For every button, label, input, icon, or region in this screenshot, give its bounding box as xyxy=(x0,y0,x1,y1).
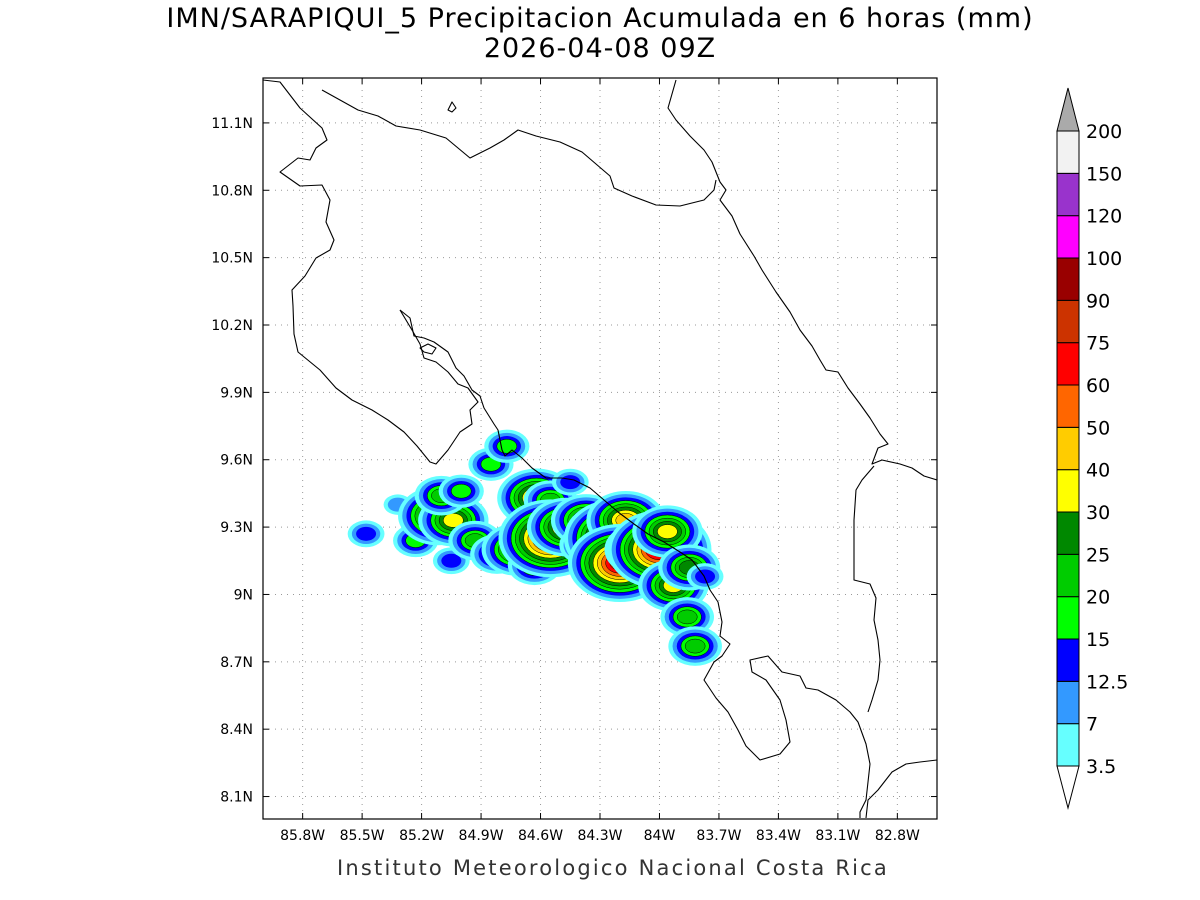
colorbar-label: 20 xyxy=(1086,587,1110,609)
lon-tick-label: 84.3W xyxy=(577,828,622,844)
lat-tick-label: 8.4N xyxy=(220,722,253,738)
colorbar-swatch xyxy=(1056,596,1080,640)
axes: 85.8W 85.5W 85.2W 84.9W 84.6W 84.3W 84W 83.7W 83… xyxy=(211,78,937,844)
pacific-coast-north xyxy=(263,79,479,465)
colorbar-label: 7 xyxy=(1086,714,1098,736)
map-valid-time: 2026-04-08 09Z xyxy=(483,33,717,64)
colorbar-swatch xyxy=(1056,130,1080,174)
plot-frame xyxy=(262,77,938,820)
colorbar-swatch xyxy=(1056,299,1080,344)
colorbar-under-arrow xyxy=(1056,765,1080,810)
credit-text: Instituto Meteorologico Nacional Costa R… xyxy=(337,856,889,880)
colorbar-label: 12.5 xyxy=(1086,671,1128,693)
colorbar-label: 25 xyxy=(1086,544,1110,566)
caribbean-coast xyxy=(667,79,937,481)
colorbar-label: 3.5 xyxy=(1086,756,1116,778)
colorbar: 3.5 7 12.5 15 20 25 30 40 50 60 75 90 100 120 150 200 xyxy=(1056,87,1128,810)
lat-tick-label: 9.9N xyxy=(220,385,253,401)
precip-contour xyxy=(356,526,377,541)
precip-contour xyxy=(657,524,678,539)
precip-cell xyxy=(668,626,722,666)
colorbar-label: 15 xyxy=(1086,629,1110,651)
coastline xyxy=(263,79,937,819)
precip-cell xyxy=(347,520,385,548)
colorbar-label: 75 xyxy=(1086,333,1110,355)
lat-tick-label: 9.3N xyxy=(220,520,253,536)
lat-tick-label: 10.8N xyxy=(211,183,253,199)
colorbar-swatch xyxy=(1056,680,1080,725)
lon-tick-label: 83.7W xyxy=(696,828,741,844)
island-ometepe xyxy=(447,101,457,113)
colorbar-label: 60 xyxy=(1086,375,1110,397)
lon-tick-label: 84.6W xyxy=(518,828,563,844)
colorbar-swatch xyxy=(1056,723,1080,767)
graticule xyxy=(263,78,937,819)
colorbar-swatch xyxy=(1056,638,1080,682)
precipitation-field xyxy=(347,429,724,666)
colorbar-swatch xyxy=(1056,257,1080,301)
lat-tick-label: 9N xyxy=(234,587,253,603)
colorbar-label: 100 xyxy=(1086,248,1122,270)
lon-tick-label: 83.4W xyxy=(756,828,801,844)
lat-tick-label: 8.1N xyxy=(220,790,253,806)
colorbar-label: 150 xyxy=(1086,163,1122,185)
colorbar-label: 50 xyxy=(1086,417,1110,439)
lon-tick-label: 82.8W xyxy=(875,828,920,844)
map-title: IMN/SARAPIQUI_5 Precipitacion Acumulada … xyxy=(166,3,1034,34)
precip-cell xyxy=(551,468,589,496)
colorbar-swatch xyxy=(1056,215,1080,259)
colorbar-swatch xyxy=(1056,553,1080,598)
precip-contour xyxy=(676,609,698,625)
precip-contour xyxy=(441,553,462,568)
lon-tick-label: 83.1W xyxy=(815,828,860,844)
precip-cell xyxy=(686,563,724,590)
colorbar-label: 200 xyxy=(1086,121,1122,143)
precip-contour xyxy=(695,569,716,584)
colorbar-swatch xyxy=(1056,426,1080,471)
colorbar-swatch xyxy=(1056,342,1080,386)
panama-border xyxy=(853,465,881,713)
lat-tick-label: 11.1N xyxy=(211,116,253,132)
colorbar-swatch xyxy=(1056,384,1080,428)
colorbar-swatch xyxy=(1056,469,1080,513)
lon-tick-label: 85.5W xyxy=(340,828,385,844)
lat-tick-label: 10.5N xyxy=(211,251,253,267)
colorbar-label: 120 xyxy=(1086,206,1122,228)
precip-contour xyxy=(684,638,706,654)
lon-tick-label: 84.9W xyxy=(459,828,504,844)
colorbar-label: 30 xyxy=(1086,502,1110,524)
lon-tick-label: 85.2W xyxy=(399,828,444,844)
pacific-coast-central xyxy=(399,309,871,818)
colorbar-swatch xyxy=(1056,511,1080,555)
colorbar-over-arrow xyxy=(1056,87,1080,132)
precip-contour xyxy=(450,483,472,499)
precip-cell xyxy=(632,505,703,558)
island-chira xyxy=(419,343,437,355)
precip-cell xyxy=(660,597,715,637)
lat-tick-label: 9.6N xyxy=(220,453,253,469)
colorbar-label: 40 xyxy=(1086,460,1110,482)
colorbar-swatch xyxy=(1056,172,1080,217)
northern-border xyxy=(321,89,717,207)
colorbar-label: 90 xyxy=(1086,290,1110,312)
precip-cell xyxy=(438,474,484,508)
lon-tick-label: 84W xyxy=(644,828,676,844)
pacific-coast-south xyxy=(865,759,937,819)
lat-tick-label: 10.2N xyxy=(211,318,253,334)
lat-tick-label: 8.7N xyxy=(220,655,253,671)
lon-tick-label: 85.8W xyxy=(280,828,325,844)
